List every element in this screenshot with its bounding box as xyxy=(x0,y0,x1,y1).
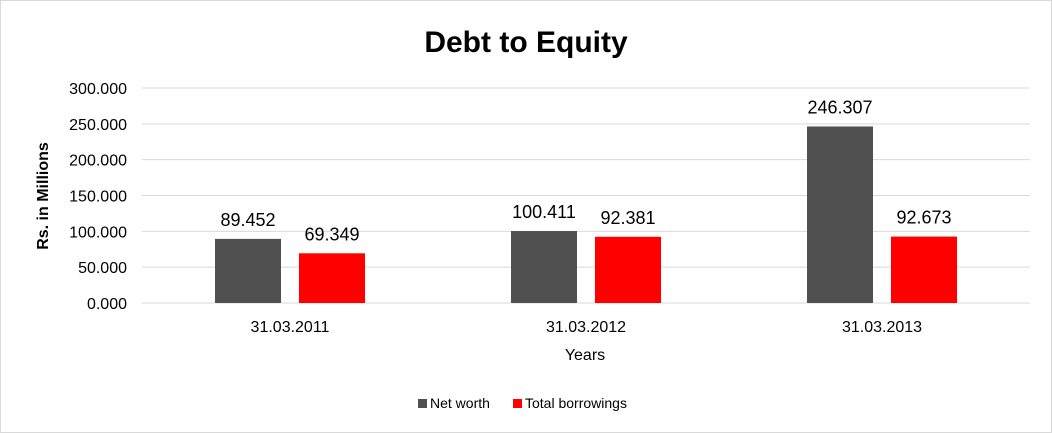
y-tick-label: 150.000 xyxy=(69,189,127,206)
y-tick-label: 50.000 xyxy=(78,260,127,277)
data-label: 246.307 xyxy=(807,97,872,117)
bar-net-worth xyxy=(511,231,577,303)
gridlines xyxy=(142,87,1030,304)
bar-net-worth xyxy=(215,238,281,303)
legend-label: Net worth xyxy=(430,395,490,411)
bar-total-borrowings xyxy=(891,236,957,303)
chart-title: Debt to Equity xyxy=(424,26,628,59)
legend-label: Total borrowings xyxy=(525,395,627,411)
data-label: 69.349 xyxy=(304,224,359,244)
x-tick-label: 31.03.2013 xyxy=(842,319,922,336)
legend-swatch xyxy=(418,399,427,408)
x-tick-label: 31.03.2012 xyxy=(546,319,626,336)
y-axis-label: Rs. in Millions xyxy=(35,142,52,250)
y-tick-label: 300.000 xyxy=(69,81,127,98)
y-tick-label: 0.000 xyxy=(87,296,127,313)
y-tick-label: 200.000 xyxy=(69,153,127,170)
x-axis-label: Years xyxy=(565,347,605,364)
x-tick-labels: 31.03.2011 31.03.2012 31.03.2013 xyxy=(251,319,923,336)
data-label: 89.452 xyxy=(220,210,275,230)
legend-swatch xyxy=(513,399,522,408)
bar-net-worth xyxy=(807,126,873,303)
data-label: 92.381 xyxy=(600,208,655,228)
bar-total-borrowings xyxy=(299,253,365,303)
bar-total-borrowings xyxy=(595,236,661,303)
legend: Net worth Total borrowings xyxy=(418,395,627,411)
y-tick-labels: 0.000 50.000 100.000 150.000 200.000 250.000 3… xyxy=(69,81,127,313)
y-tick-label: 250.000 xyxy=(69,117,127,134)
data-label: 92.673 xyxy=(896,208,951,228)
bars: 89.452 69.349 100.411 92.381 246.307 92.673 xyxy=(215,97,957,303)
y-tick-label: 100.000 xyxy=(69,224,127,241)
data-label: 100.411 xyxy=(512,202,576,222)
x-tick-label: 31.03.2011 xyxy=(251,319,330,336)
